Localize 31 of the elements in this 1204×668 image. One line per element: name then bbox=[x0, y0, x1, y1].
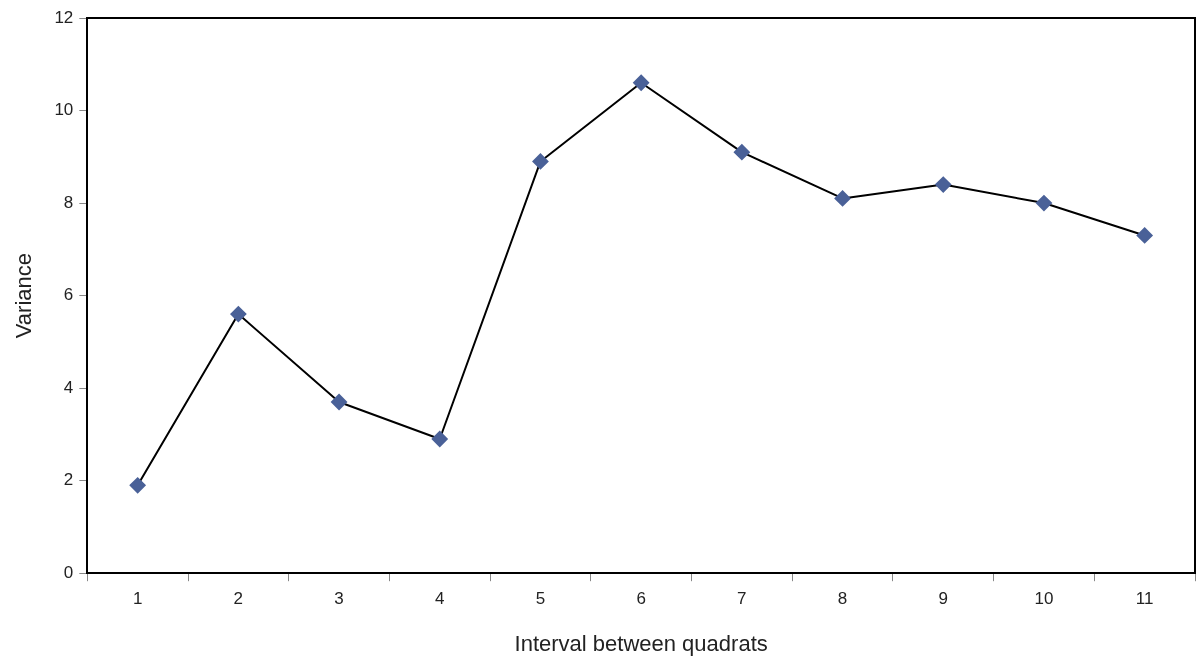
point bbox=[834, 190, 851, 207]
y-axis-title: Variance bbox=[11, 253, 37, 339]
point bbox=[1035, 195, 1052, 212]
y-tick-label: 0 bbox=[63, 562, 74, 582]
x-axis-title: Interval between quadrats bbox=[514, 630, 768, 656]
point bbox=[532, 153, 549, 170]
x-tick-label: 8 bbox=[837, 589, 848, 609]
y-tick-label: 4 bbox=[63, 377, 74, 397]
point bbox=[431, 431, 448, 448]
x-tick-label: 11 bbox=[1135, 589, 1154, 609]
x-tick-label: 7 bbox=[737, 589, 747, 609]
x-tick-label: 6 bbox=[636, 589, 646, 609]
x-tick-label: 1 bbox=[132, 589, 143, 609]
point bbox=[633, 74, 650, 91]
y-tick-label: 10 bbox=[54, 100, 74, 120]
point bbox=[935, 176, 952, 193]
point bbox=[733, 144, 750, 161]
y-tick-label: 2 bbox=[63, 470, 74, 490]
y-tick-label: 12 bbox=[54, 7, 74, 27]
x-tick-label: 5 bbox=[535, 589, 546, 609]
point bbox=[1136, 227, 1153, 244]
point bbox=[230, 306, 247, 323]
y-tick-label: 8 bbox=[63, 192, 74, 212]
x-tick-label: 4 bbox=[435, 589, 445, 609]
x-tick-label: 3 bbox=[334, 589, 344, 609]
x-tick-label: 2 bbox=[233, 589, 244, 609]
point bbox=[129, 477, 146, 494]
x-tick-label: 9 bbox=[938, 589, 948, 609]
x-tick-label: 10 bbox=[1034, 589, 1054, 609]
y-tick-label: 6 bbox=[63, 285, 74, 305]
point bbox=[331, 394, 348, 411]
